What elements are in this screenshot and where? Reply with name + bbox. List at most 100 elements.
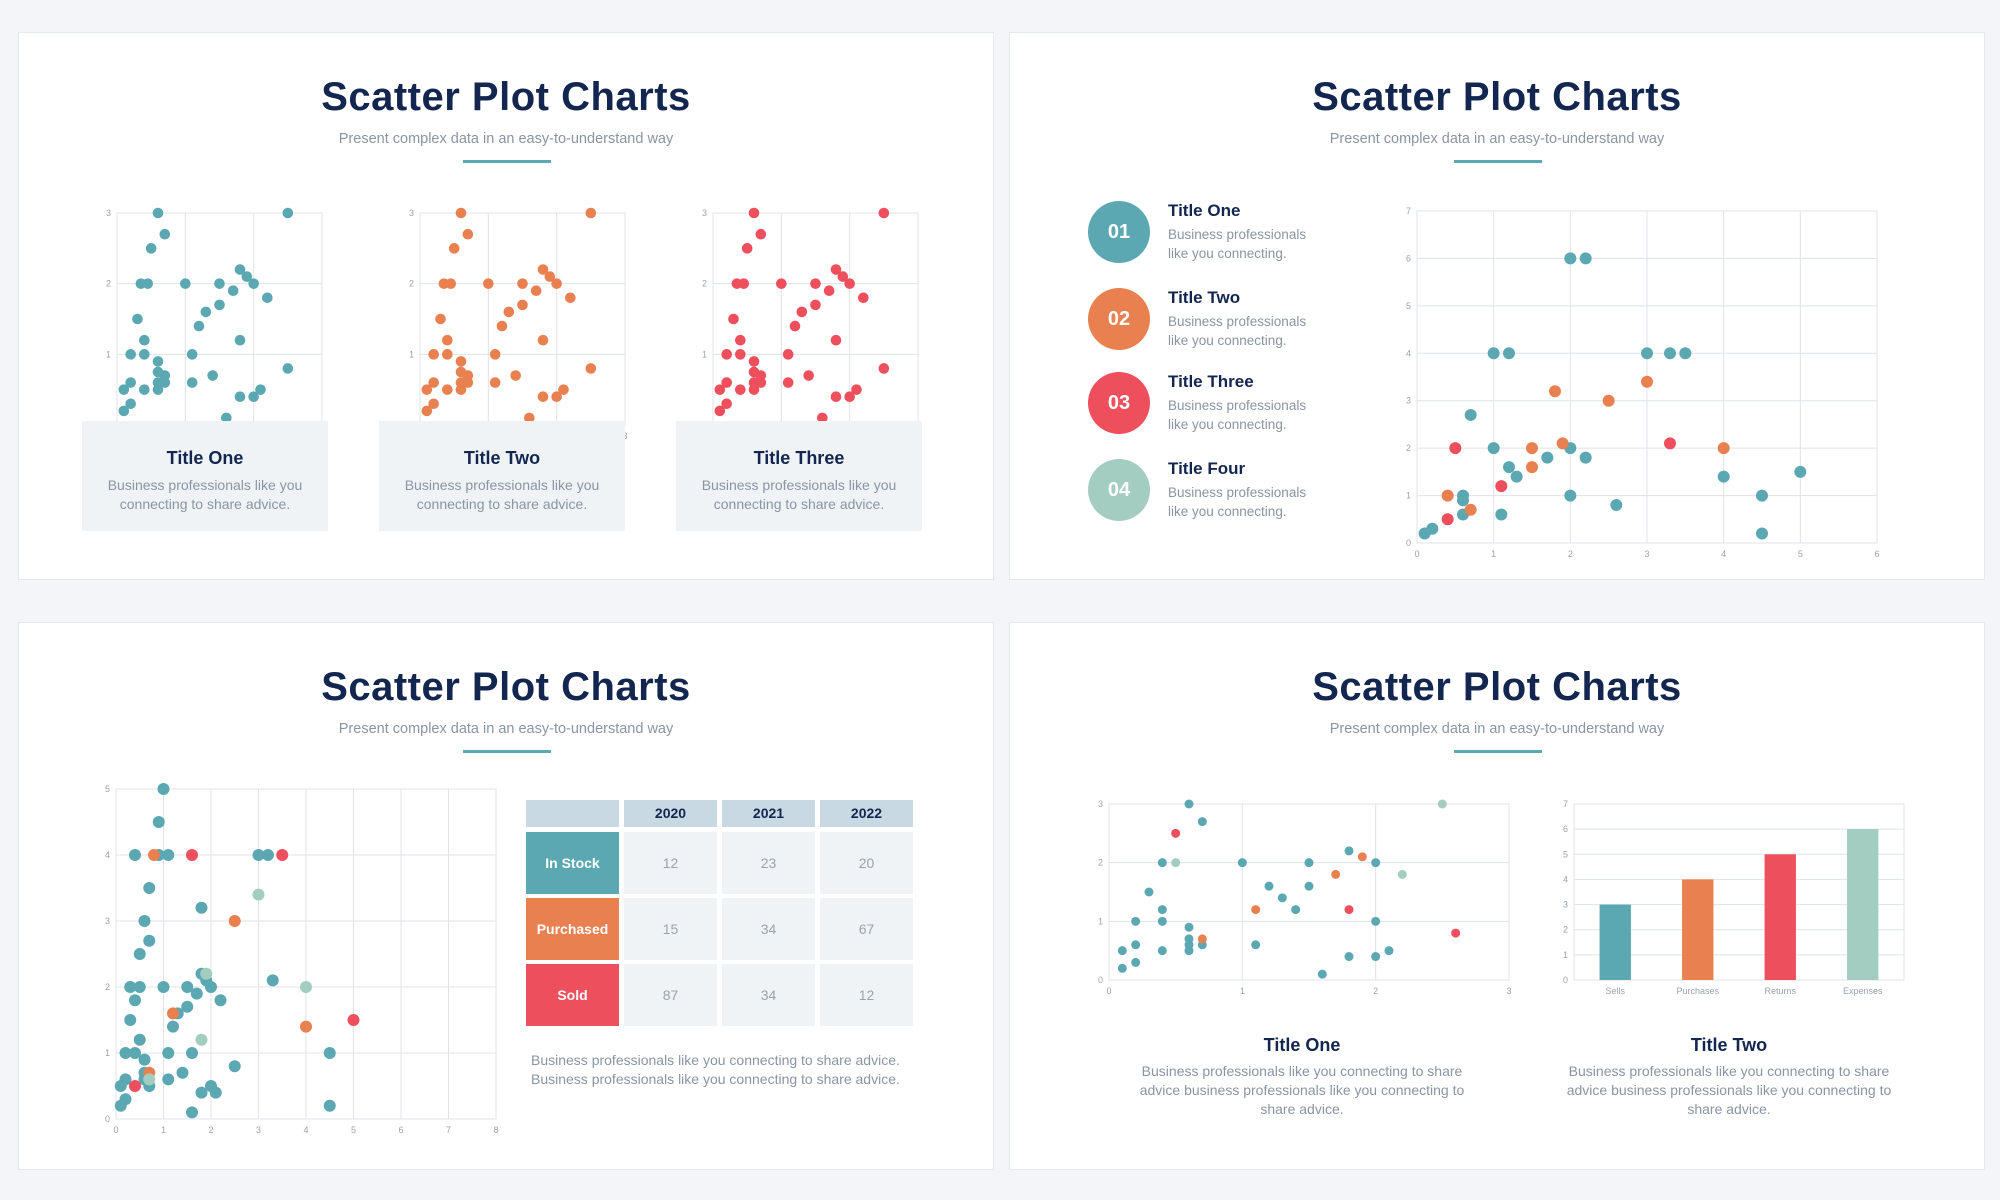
item-title: Title Four xyxy=(1168,459,1246,478)
slide-title: Scatter Plot Charts xyxy=(321,665,691,709)
scatter-point xyxy=(455,207,467,219)
bar xyxy=(1599,904,1631,980)
x-tick-label: 1 xyxy=(1491,549,1496,559)
y-tick-label: 4 xyxy=(1563,874,1568,884)
slide-title: Scatter Plot Charts xyxy=(1312,665,1682,709)
scatter-point xyxy=(1503,347,1515,360)
scatter-point xyxy=(323,1047,336,1059)
scatter-series xyxy=(114,783,336,1119)
scatter-point xyxy=(455,384,467,395)
scatter-point xyxy=(1304,881,1314,891)
scatter-point xyxy=(782,349,794,360)
scatter-point xyxy=(234,334,246,346)
scatter-point xyxy=(830,391,842,403)
scatter-point xyxy=(517,278,528,289)
slide-panel: Scatter Plot Charts Present complex data… xyxy=(1009,622,1985,1170)
scatter-point xyxy=(1526,461,1538,474)
x-tick-label: 3 xyxy=(1506,986,1511,996)
y-tick-label: 4 xyxy=(105,850,110,860)
scatter-point xyxy=(186,1047,198,1059)
y-tick-label: 0 xyxy=(1563,975,1568,985)
slide-subtitle: Present complex data in an easy-to-under… xyxy=(1329,721,1665,737)
scatter-point xyxy=(721,349,732,360)
scatter-point xyxy=(300,1020,312,1033)
bar xyxy=(1764,854,1796,980)
table-cell: 34 xyxy=(722,964,815,1026)
y-tick-label: 1 xyxy=(1098,916,1103,926)
y-tick-label: 1 xyxy=(1563,950,1568,960)
scatter-point xyxy=(1756,489,1768,502)
slide-panel: Scatter Plot Charts Present complex data… xyxy=(1009,32,1985,580)
scatter-point xyxy=(1384,946,1394,956)
scatter-point xyxy=(1344,846,1354,856)
scatter-point xyxy=(1526,442,1538,455)
scatter-point xyxy=(157,981,170,993)
scatter-point xyxy=(1602,394,1615,407)
chart-caption: Title Two Business professionals like yo… xyxy=(1553,1035,1905,1119)
scatter-point xyxy=(200,306,212,318)
scatter-point xyxy=(1131,940,1141,950)
scatter-point xyxy=(214,994,227,1007)
scatter-point xyxy=(1184,946,1194,956)
scatter-point xyxy=(221,412,232,424)
y-tick-label: 3 xyxy=(1406,396,1411,406)
scatter-point xyxy=(300,981,312,993)
scatter-point xyxy=(1457,494,1469,507)
scatter-point xyxy=(524,412,535,424)
scatter-point xyxy=(844,391,855,403)
scatter-point xyxy=(1237,858,1247,868)
x-category-label: Expenses xyxy=(1843,986,1883,996)
scatter-point xyxy=(1418,527,1431,540)
scatter-point xyxy=(1117,963,1127,973)
y-tick-label: 2 xyxy=(1406,443,1411,453)
bar-chart: 0 1 2 3 4 5 6 7 Sells Purchases Returns Expenses xyxy=(1563,799,1905,996)
scatter-series xyxy=(714,207,890,424)
scatter-point xyxy=(1277,893,1287,903)
table-row-label: Purchased xyxy=(526,898,619,960)
scatter-point xyxy=(133,1033,146,1046)
scatter-point xyxy=(143,882,156,894)
scatter-point xyxy=(1197,817,1207,827)
scatter-point xyxy=(823,285,835,297)
scatter-point xyxy=(510,370,521,381)
x-tick-label: 1 xyxy=(161,1125,166,1135)
scatter-point xyxy=(714,405,726,417)
scatter-point xyxy=(255,384,266,395)
scatter-point xyxy=(1717,442,1730,455)
scatter-point xyxy=(462,228,474,240)
x-tick-label: 6 xyxy=(398,1125,403,1135)
scatter-point xyxy=(551,278,562,289)
scatter-point xyxy=(537,391,549,403)
scatter-point xyxy=(489,349,501,360)
scatter-point xyxy=(1131,916,1141,926)
scatter-point xyxy=(782,377,794,388)
scatter-point xyxy=(517,299,528,311)
scatter-point xyxy=(167,1007,179,1020)
chart-caption: Title One Business professionals like yo… xyxy=(1122,1035,1482,1119)
y-tick-label: 3 xyxy=(106,208,111,218)
scatter-point xyxy=(721,377,732,388)
scatter-series xyxy=(1197,852,1367,944)
scatter-point xyxy=(1371,952,1381,962)
scatter-point xyxy=(442,349,453,360)
scatter-point xyxy=(1641,375,1653,388)
scatter-point xyxy=(1317,969,1327,979)
number-badge: 02 xyxy=(1088,288,1150,350)
scatter-point xyxy=(176,1066,189,1079)
scatter-point xyxy=(118,384,130,395)
scatter-point xyxy=(129,849,141,861)
scatter-point xyxy=(748,384,760,395)
scatter-series xyxy=(1441,375,1730,516)
card-title: Title One xyxy=(166,448,244,468)
y-tick-label: 5 xyxy=(1563,849,1568,859)
y-tick-label: 6 xyxy=(1406,253,1411,263)
scatter-point xyxy=(118,405,130,417)
table-cell: 15 xyxy=(624,898,717,960)
scatter-point xyxy=(544,271,556,282)
scatter-point xyxy=(1264,881,1274,891)
item-description: Business professionals like you connecti… xyxy=(1168,398,1307,432)
scatter-point xyxy=(200,967,213,980)
scatter-point xyxy=(428,398,439,410)
y-tick-label: 3 xyxy=(702,208,707,218)
